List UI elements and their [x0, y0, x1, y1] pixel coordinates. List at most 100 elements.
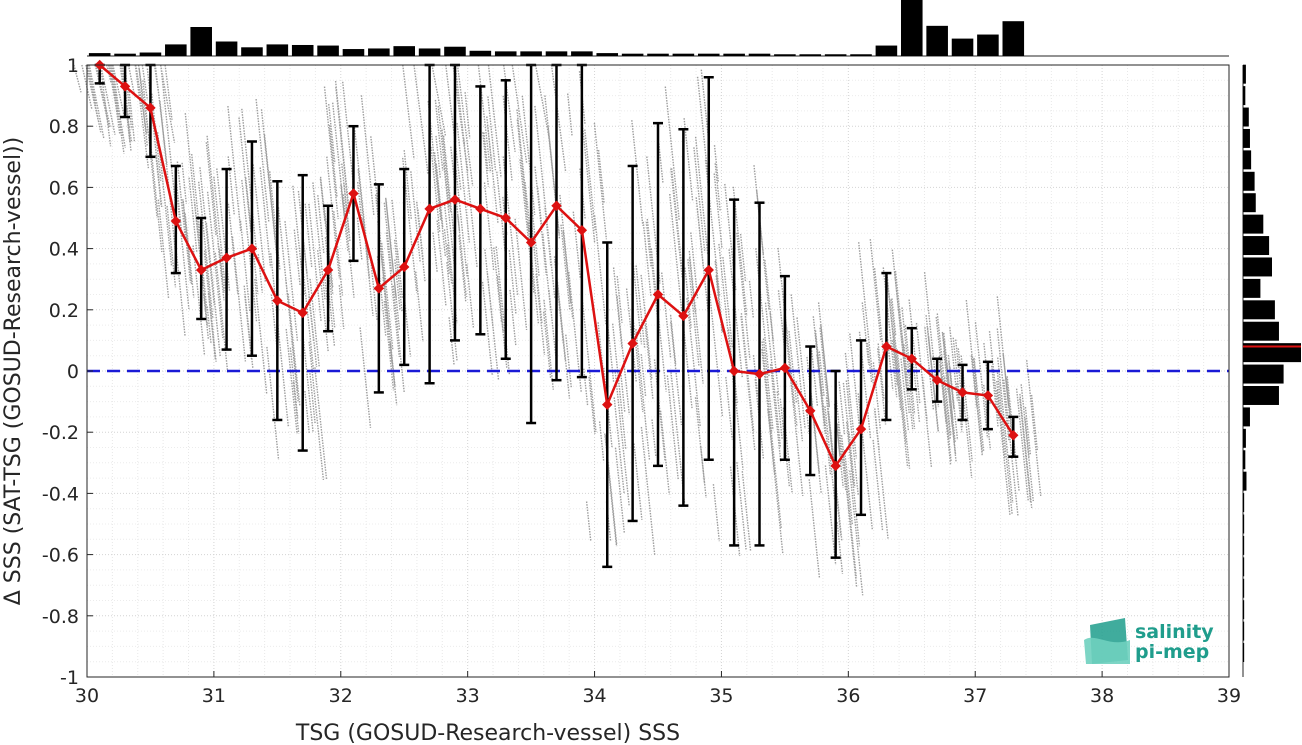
mean-point: [373, 283, 385, 294]
top-hist-bar: [165, 44, 187, 56]
top-hist-bar: [621, 53, 644, 56]
top-histogram: [87, 0, 1229, 57]
y-tick-label: 1: [67, 55, 79, 77]
salinity-pimep-logo: salinity pi-mep: [1084, 618, 1214, 664]
top-hist-bar: [977, 34, 999, 56]
mean-series: [94, 59, 1019, 472]
y-tick-label: 0.2: [49, 300, 79, 322]
mean-point: [500, 212, 511, 224]
x-tick-label: 38: [1090, 685, 1114, 707]
right-hist-bar: [1243, 407, 1250, 427]
mean-point: [195, 264, 207, 276]
top-hist-bar: [571, 51, 593, 56]
mean-point: [576, 225, 588, 236]
right-hist-bar: [1243, 643, 1245, 663]
x-axis-label: TSG (GOSUD-Research-vessel) SSS: [295, 721, 680, 745]
right-hist-bar: [1243, 171, 1255, 191]
mean-point: [931, 374, 943, 386]
x-tick-label: 30: [75, 685, 99, 707]
top-hist-bar: [748, 53, 771, 56]
mean-point: [424, 203, 435, 215]
top-hist-bar: [215, 41, 238, 56]
y-ticks: 1 0.8 0.6 0.4 0.2 0 -0.2 -0.4 -0.6 -0.8 -1: [42, 55, 93, 689]
right-hist-bar: [1243, 600, 1245, 620]
scatter-cloud: [73, 64, 1042, 596]
right-hist-bar: [1243, 193, 1256, 213]
right-hist-bar: [1243, 535, 1245, 555]
right-hist-bar: [1243, 128, 1250, 148]
y-tick-label: -0.6: [42, 545, 79, 567]
mean-point: [703, 264, 714, 276]
scatter-streaks: [73, 64, 1042, 596]
mean-point: [246, 243, 258, 254]
x-tick-label: 32: [329, 685, 353, 707]
top-hist-bar: [368, 48, 390, 56]
top-hist-bar: [824, 54, 847, 56]
right-hist-bar: [1243, 428, 1246, 448]
top-hist-bar: [774, 54, 796, 56]
right-hist-bar: [1243, 257, 1272, 277]
y-tick-label: -1: [60, 667, 79, 689]
top-hist-bar: [545, 51, 568, 56]
right-hist-bar: [1243, 450, 1246, 470]
right-hist-bar: [1243, 64, 1246, 84]
mean-point: [475, 203, 486, 215]
mean-point: [602, 399, 613, 410]
x-ticks: 30 31 32 33 34 35 36 37 38 39: [75, 671, 1241, 707]
mean-point: [348, 188, 359, 199]
x-tick-label: 37: [963, 685, 987, 707]
top-hist-bar: [926, 25, 948, 56]
mean-point: [678, 310, 689, 322]
right-hist-bar: [1243, 214, 1264, 234]
logo-line2: pi-mep: [1135, 641, 1209, 663]
y-tick-label: -0.8: [42, 606, 79, 628]
right-hist-bar: [1243, 621, 1245, 641]
top-hist-bar: [291, 44, 314, 56]
y-tick-label: 0.4: [49, 239, 79, 261]
mean-point: [525, 237, 537, 248]
top-hist-bar: [342, 49, 365, 56]
top-hist-bar: [444, 46, 466, 56]
right-hist-bar: [1243, 278, 1261, 298]
top-hist-bar: [190, 27, 212, 56]
x-tick-label: 35: [709, 685, 733, 707]
top-hist-bar: [139, 52, 162, 56]
y-tick-label: -0.2: [42, 422, 79, 444]
mean-point: [272, 295, 283, 306]
right-hist-bar: [1243, 321, 1279, 341]
right-histogram: [1242, 64, 1301, 677]
right-hist-bar: [1243, 150, 1252, 170]
right-hist-bar: [1243, 107, 1249, 127]
top-hist-bar: [266, 44, 289, 56]
x-tick-label: 34: [582, 685, 606, 707]
right-hist-bar: [1243, 86, 1246, 106]
top-hist-bar: [88, 53, 111, 56]
mean-point: [449, 194, 461, 205]
mean-point: [322, 264, 334, 276]
main-plot: 30 31 32 33 34 35 36 37 38 39 1 0.8 0.6 0.4 0.2 0 -0.2 -…: [42, 55, 1241, 707]
top-hist-bar: [951, 38, 974, 56]
y-tick-label: 0: [67, 361, 79, 383]
mean-point: [221, 252, 232, 263]
right-hist-bar: [1243, 385, 1279, 405]
mean-point: [728, 365, 740, 377]
mean-point: [119, 81, 131, 92]
logo-line1: salinity: [1135, 621, 1214, 643]
y-axis-label: Δ SSS (SAT-TSG (GOSUD-Research-vessel)): [1, 137, 26, 605]
top-hist-bar: [418, 48, 441, 56]
right-hist-bar: [1243, 236, 1270, 256]
top-hist-bar: [520, 51, 542, 56]
logo-wave-icon: [1084, 637, 1130, 664]
mean-point: [551, 200, 562, 211]
mean-point: [627, 338, 638, 349]
top-hist-bar: [241, 47, 263, 56]
mean-point: [906, 353, 917, 364]
mean-point: [170, 215, 182, 227]
right-hist-bar: [1243, 578, 1245, 598]
top-hist-bar: [114, 53, 136, 56]
mean-point: [754, 368, 765, 380]
mean-point: [652, 289, 664, 300]
y-tick-label: 0.8: [49, 116, 79, 138]
right-hist-bar: [1243, 343, 1301, 363]
